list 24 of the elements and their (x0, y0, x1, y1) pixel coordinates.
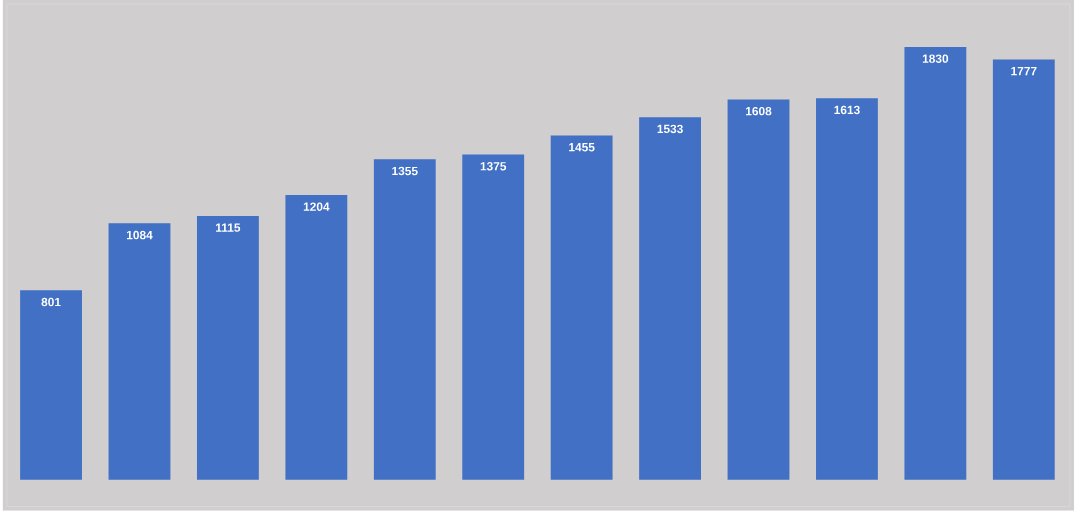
data-label: 1777 (1011, 67, 1037, 76)
bar (816, 98, 878, 480)
bar (20, 290, 82, 480)
data-label: 1115 (216, 223, 241, 232)
data-label: 1455 (569, 143, 595, 152)
data-label: 1375 (480, 162, 507, 171)
bar (639, 117, 701, 480)
data-label: 1608 (746, 107, 772, 116)
bar (904, 47, 967, 480)
bar (373, 159, 436, 480)
data-label: 801 (41, 297, 61, 307)
bar (285, 195, 348, 480)
data-label: 1533 (657, 124, 683, 134)
bar (992, 59, 1055, 480)
data-label: 1355 (392, 166, 418, 176)
bar (108, 223, 171, 480)
data-label: 1204 (303, 202, 330, 212)
bar (196, 216, 259, 480)
bar (550, 135, 613, 480)
data-label: 1830 (922, 54, 949, 64)
data-label: 1084 (126, 231, 153, 240)
bar (727, 99, 790, 480)
data-label: 1613 (834, 105, 860, 115)
bar (462, 154, 525, 480)
